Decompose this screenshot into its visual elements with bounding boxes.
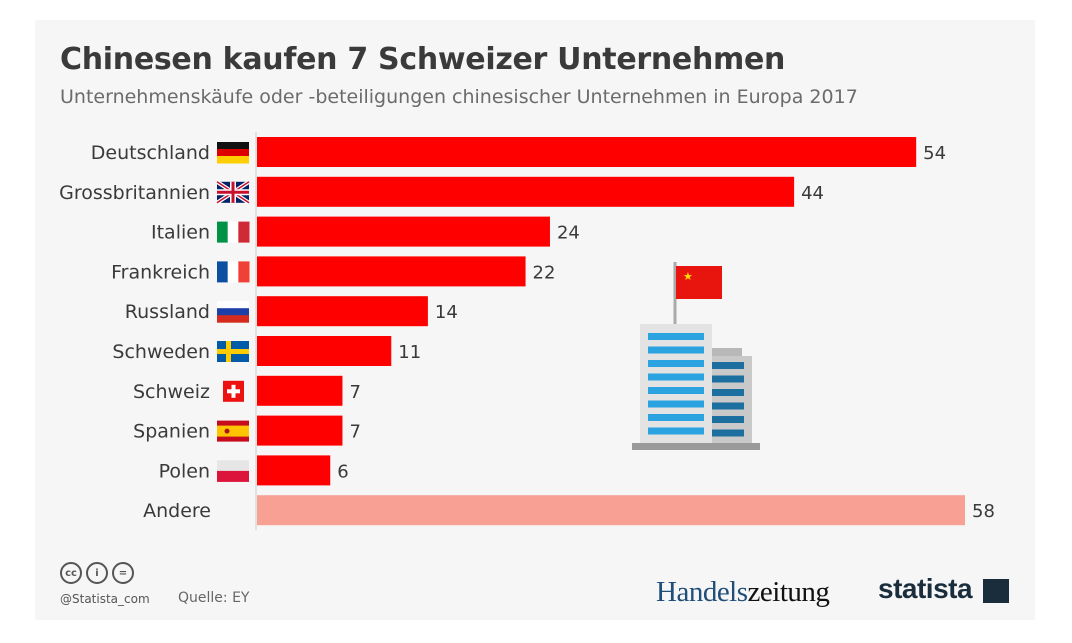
value-label: 22 [533,262,556,283]
flag-ch-icon [223,380,244,402]
bar-frankreich [257,256,526,287]
flag-se-icon [217,341,249,362]
category-label: Italien [151,222,210,244]
chart-subtitle: Unternehmenskäufe oder -beteiligungen ch… [60,86,858,108]
china-building-icon: ★ [632,262,760,450]
value-label: 6 [337,461,348,482]
cc-icon: cc [60,562,82,584]
value-label: 7 [349,422,360,443]
value-label: 14 [435,302,458,323]
flag-de-icon [217,142,249,164]
flag-gb-icon [215,180,251,205]
category-label: Grossbritannien [59,182,210,204]
bar-russland [257,296,428,327]
category-label: Deutschland [91,142,210,164]
bar-polen [257,455,331,486]
bar-grossbritannien [257,176,795,207]
category-label: Schweiz [133,381,210,403]
category-label: Schweden [112,341,210,363]
attribution-icon: i [86,562,108,584]
category-label: Andere [143,500,211,522]
statista-logo-icon [983,579,1009,603]
chart-title: Chinesen kaufen 7 Schweizer Unternehmen [60,42,786,77]
source-note: Quelle: EY [178,590,250,606]
flag-ru-icon [217,301,249,323]
bar-italien [257,216,550,247]
value-label: 44 [801,183,824,204]
bar-schweiz [257,375,343,406]
bar-spanien [257,415,343,446]
svg-text:★: ★ [683,270,693,283]
bar-schweden [257,336,392,366]
value-label: 7 [349,382,360,403]
handelszeitung-logo: Handelszeitung [656,576,830,608]
no-derivatives-icon: = [112,562,134,584]
category-label: Spanien [133,421,210,443]
bar-andere [257,495,965,526]
value-label: 24 [557,223,580,244]
category-label: Frankreich [111,261,210,283]
statista-logo: statista [878,573,973,604]
creative-commons-icons: cc i = [60,562,134,584]
flag-pl-icon [217,460,249,482]
value-label: 58 [972,501,995,522]
value-label: 11 [398,342,421,363]
flag-es-icon [217,420,249,442]
category-label: Polen [159,460,210,482]
statista-handle[interactable]: @Statista_com [60,592,150,606]
category-label: Russland [125,301,210,323]
bar-deutschland [257,137,917,167]
flag-fr-icon [217,261,250,283]
flag-it-icon [217,221,250,243]
value-label: 54 [923,143,946,164]
